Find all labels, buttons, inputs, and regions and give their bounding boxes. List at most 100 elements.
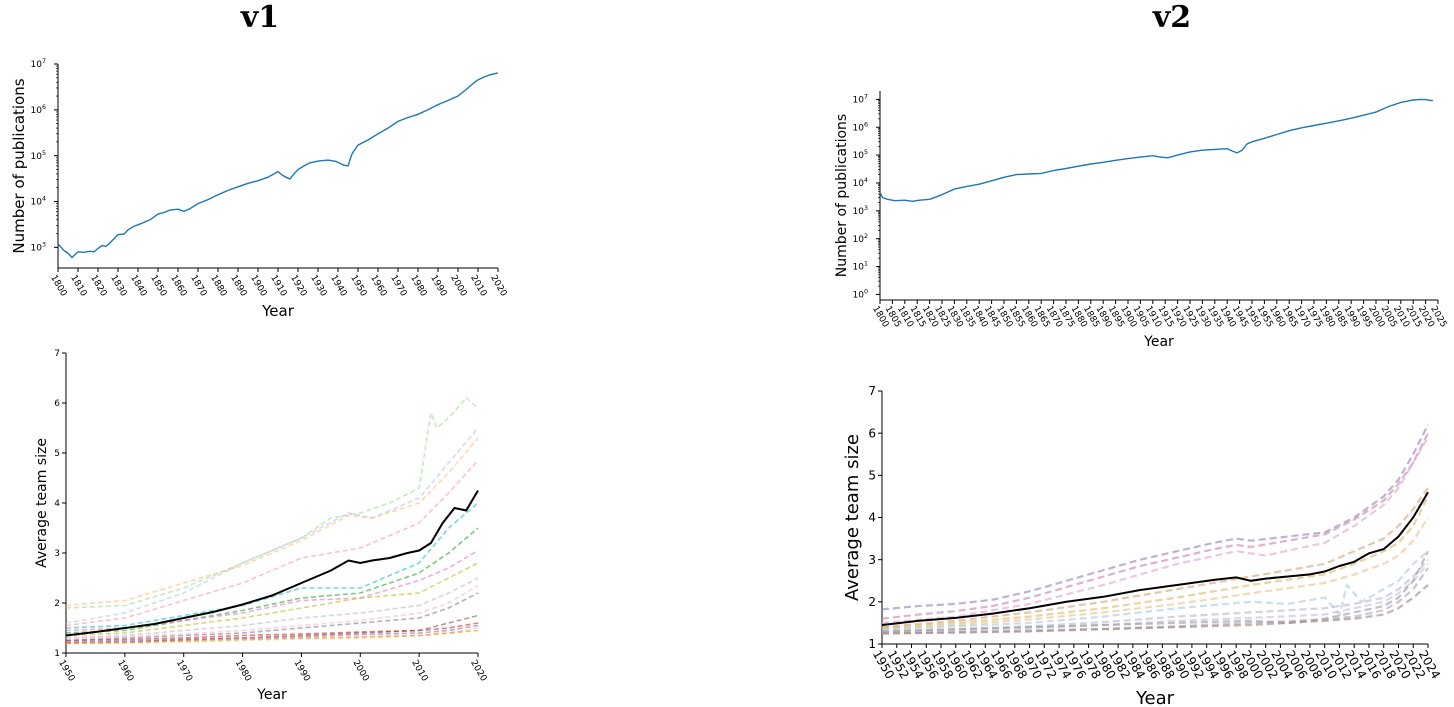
- y-tick-label: 6: [54, 399, 60, 409]
- series-line: [65, 584, 479, 639]
- x-axis-label: Year: [1135, 688, 1175, 707]
- y-axis-label: Number of publications: [834, 114, 850, 277]
- x-tick-label: 1880: [208, 274, 228, 299]
- x-tick-label: 1990: [428, 274, 448, 299]
- x-tick-label: 1840: [128, 274, 148, 299]
- y-tick-exponent: 5: [864, 149, 868, 156]
- series-line: [65, 427, 479, 624]
- y-tick-exponent: 3: [42, 241, 46, 248]
- x-tick-label: 1940: [328, 274, 348, 299]
- x-tick-label: 1810: [68, 274, 88, 299]
- series-line: [881, 516, 1429, 631]
- x-tick-label: 1990: [292, 659, 312, 684]
- y-tick-label: 106: [853, 121, 868, 133]
- y-tick-exponent: 6: [864, 121, 868, 128]
- series-line: [65, 592, 479, 642]
- series-line: [65, 396, 479, 609]
- x-tick-label: 1870: [188, 274, 208, 299]
- series-line: [65, 577, 479, 639]
- x-tick-label: 1980: [408, 274, 428, 299]
- y-tick-exponent: 6: [42, 104, 46, 111]
- y-tick-exponent: 0: [864, 289, 868, 296]
- y-tick-label: 104: [853, 177, 868, 189]
- y-tick-label: 6: [868, 426, 876, 440]
- y-tick-label: 1: [868, 637, 876, 651]
- y-tick-label: 105: [31, 150, 46, 162]
- series-line: [881, 550, 1429, 631]
- x-tick-label: 1860: [168, 274, 188, 299]
- y-tick-label: 106: [31, 104, 46, 116]
- series-line: [881, 487, 1429, 629]
- y-tick-exponent: 7: [42, 58, 46, 65]
- y-tick-label: 5: [868, 469, 876, 483]
- x-tick-label: 1820: [88, 274, 108, 299]
- x-tick-label: 1970: [388, 274, 408, 299]
- y-tick-label: 2: [54, 599, 60, 609]
- highlight-line: [881, 491, 1429, 626]
- y-tick-label: 100: [853, 289, 868, 301]
- series-line: [65, 437, 479, 607]
- y-tick-label: 1: [54, 649, 60, 659]
- x-tick-label: 1850: [148, 274, 168, 299]
- series-line: [65, 629, 479, 644]
- chart-v2-publications: 1001011021031041051061071800180518101815…: [834, 91, 1448, 350]
- y-tick-label: 102: [853, 233, 868, 245]
- x-tick-label: 1930: [308, 274, 328, 299]
- y-tick-label: 7: [54, 349, 60, 359]
- y-tick-label: 4: [868, 511, 876, 525]
- series-line: [65, 459, 479, 627]
- x-tick-label: 2020: [468, 659, 488, 684]
- y-tick-label: 2: [868, 595, 876, 609]
- y-tick-label: 103: [853, 205, 868, 217]
- series-line: [65, 562, 479, 637]
- chart-v2-team-size: 1234567195019521954195619581960196219641…: [842, 384, 1443, 707]
- y-tick-label: 5: [54, 449, 60, 459]
- x-tick-label: 1900: [248, 274, 268, 299]
- series-line: [881, 495, 1429, 630]
- x-tick-label: 1890: [228, 274, 248, 299]
- series-line: [881, 432, 1429, 620]
- series-line: [65, 502, 479, 629]
- y-tick-exponent: 7: [864, 93, 868, 100]
- y-tick-label: 101: [853, 261, 868, 273]
- series-line: [65, 622, 479, 642]
- x-tick-label: 1960: [368, 274, 388, 299]
- series-line: [879, 98, 1434, 203]
- y-axis-label: Average team size: [34, 438, 50, 568]
- y-tick-label: 3: [54, 549, 60, 559]
- y-tick-label: 103: [31, 241, 46, 253]
- highlight-line: [65, 489, 479, 637]
- y-tick-label: 105: [853, 149, 868, 161]
- series-line: [65, 624, 479, 643]
- x-axis-label: Year: [1143, 334, 1174, 350]
- x-tick-label: 2000: [350, 659, 370, 684]
- y-tick-label: 104: [31, 196, 46, 208]
- x-tick-label: 1980: [233, 659, 253, 684]
- y-tick-exponent: 4: [42, 196, 46, 203]
- y-tick-exponent: 1: [864, 261, 868, 268]
- panel-title-v1: v1: [240, 0, 280, 35]
- y-tick-exponent: 5: [42, 150, 46, 157]
- y-tick-exponent: 4: [864, 177, 868, 184]
- x-tick-label: 1830: [108, 274, 128, 299]
- y-tick-label: 107: [31, 58, 46, 70]
- y-axis-label: Number of publications: [10, 78, 28, 253]
- x-tick-label: 2010: [409, 659, 429, 684]
- x-tick-label: 2010: [468, 274, 488, 299]
- x-tick-label: 1920: [288, 274, 308, 299]
- series-line: [881, 424, 1429, 611]
- x-tick-label: 1960: [115, 659, 135, 684]
- x-tick-label: 1950: [348, 274, 368, 299]
- series-line: [65, 614, 479, 644]
- y-tick-label: 7: [868, 384, 876, 398]
- y-axis-label: Average team size: [842, 434, 863, 601]
- series-line: [65, 627, 479, 645]
- x-tick-label: 1800: [48, 274, 68, 299]
- y-tick-label: 3: [868, 553, 876, 567]
- series-line: [881, 550, 1429, 633]
- series-line: [57, 72, 499, 259]
- series-line: [65, 549, 479, 632]
- x-axis-label: Year: [261, 302, 295, 320]
